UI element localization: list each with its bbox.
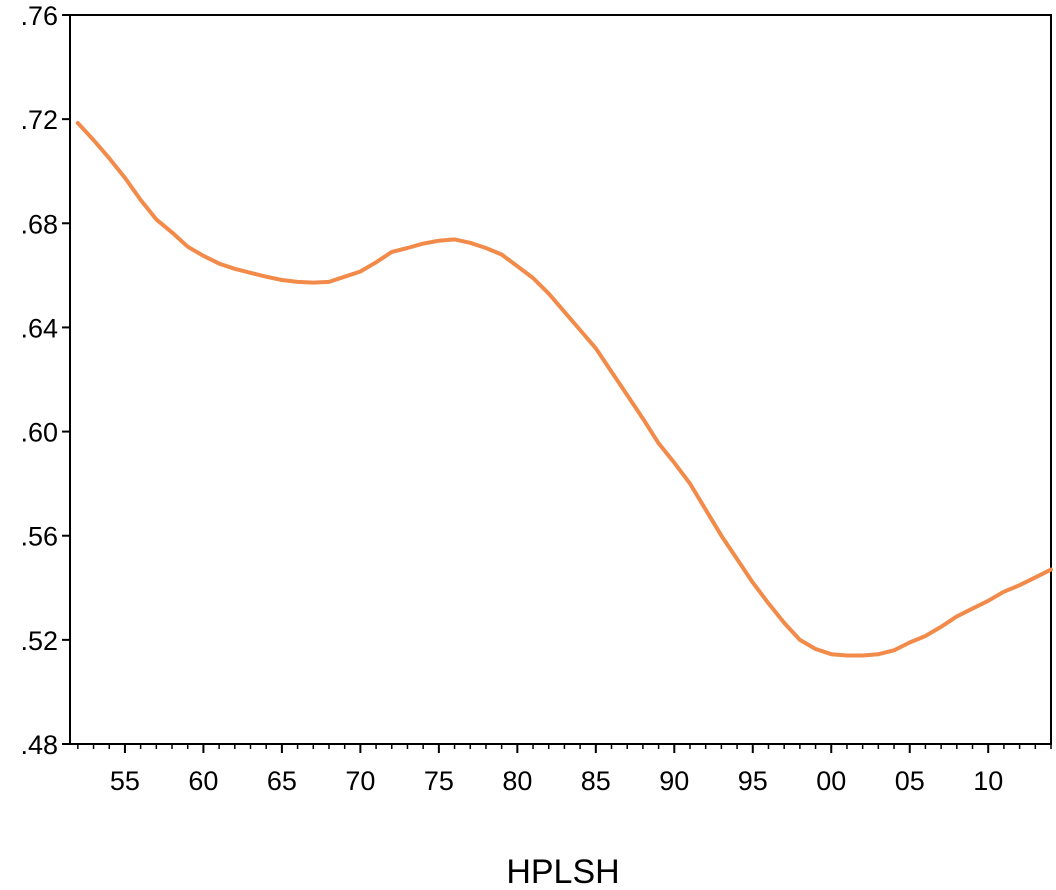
y-tick-label: .60	[20, 418, 58, 448]
x-tick-label: 80	[502, 766, 532, 796]
series-layer	[75, 121, 1053, 658]
y-tick-label: .52	[20, 626, 58, 656]
x-tick-label: 05	[895, 766, 925, 796]
y-axis: .48 .52 .56 .60 .64 .68 .72 .76	[20, 1, 70, 760]
x-tick-label: 00	[816, 766, 846, 796]
plot-frame	[69, 14, 1052, 745]
series-line	[75, 121, 1053, 658]
x-tick-label: 70	[345, 766, 375, 796]
y-tick-label: .48	[20, 730, 58, 760]
x-tick-label: 60	[188, 766, 218, 796]
x-tick-label: 55	[110, 766, 140, 796]
x-tick-label: 75	[424, 766, 454, 796]
x-axis: 55 60 65 70 75 80 85 90 95 00 05 10	[77, 744, 1052, 796]
y-tick-label: .68	[20, 209, 58, 239]
x-tick-label: 10	[973, 766, 1003, 796]
x-tick-label: 85	[581, 766, 611, 796]
x-tick-label: 95	[738, 766, 768, 796]
series-label: HPLSH	[506, 853, 619, 890]
y-tick-label: .72	[20, 105, 58, 135]
x-tick-label: 65	[267, 766, 297, 796]
x-tick-label: 90	[659, 766, 689, 796]
y-tick-label: .76	[20, 1, 58, 31]
y-tick-label: .56	[20, 522, 58, 552]
y-tick-label: .64	[20, 313, 58, 343]
